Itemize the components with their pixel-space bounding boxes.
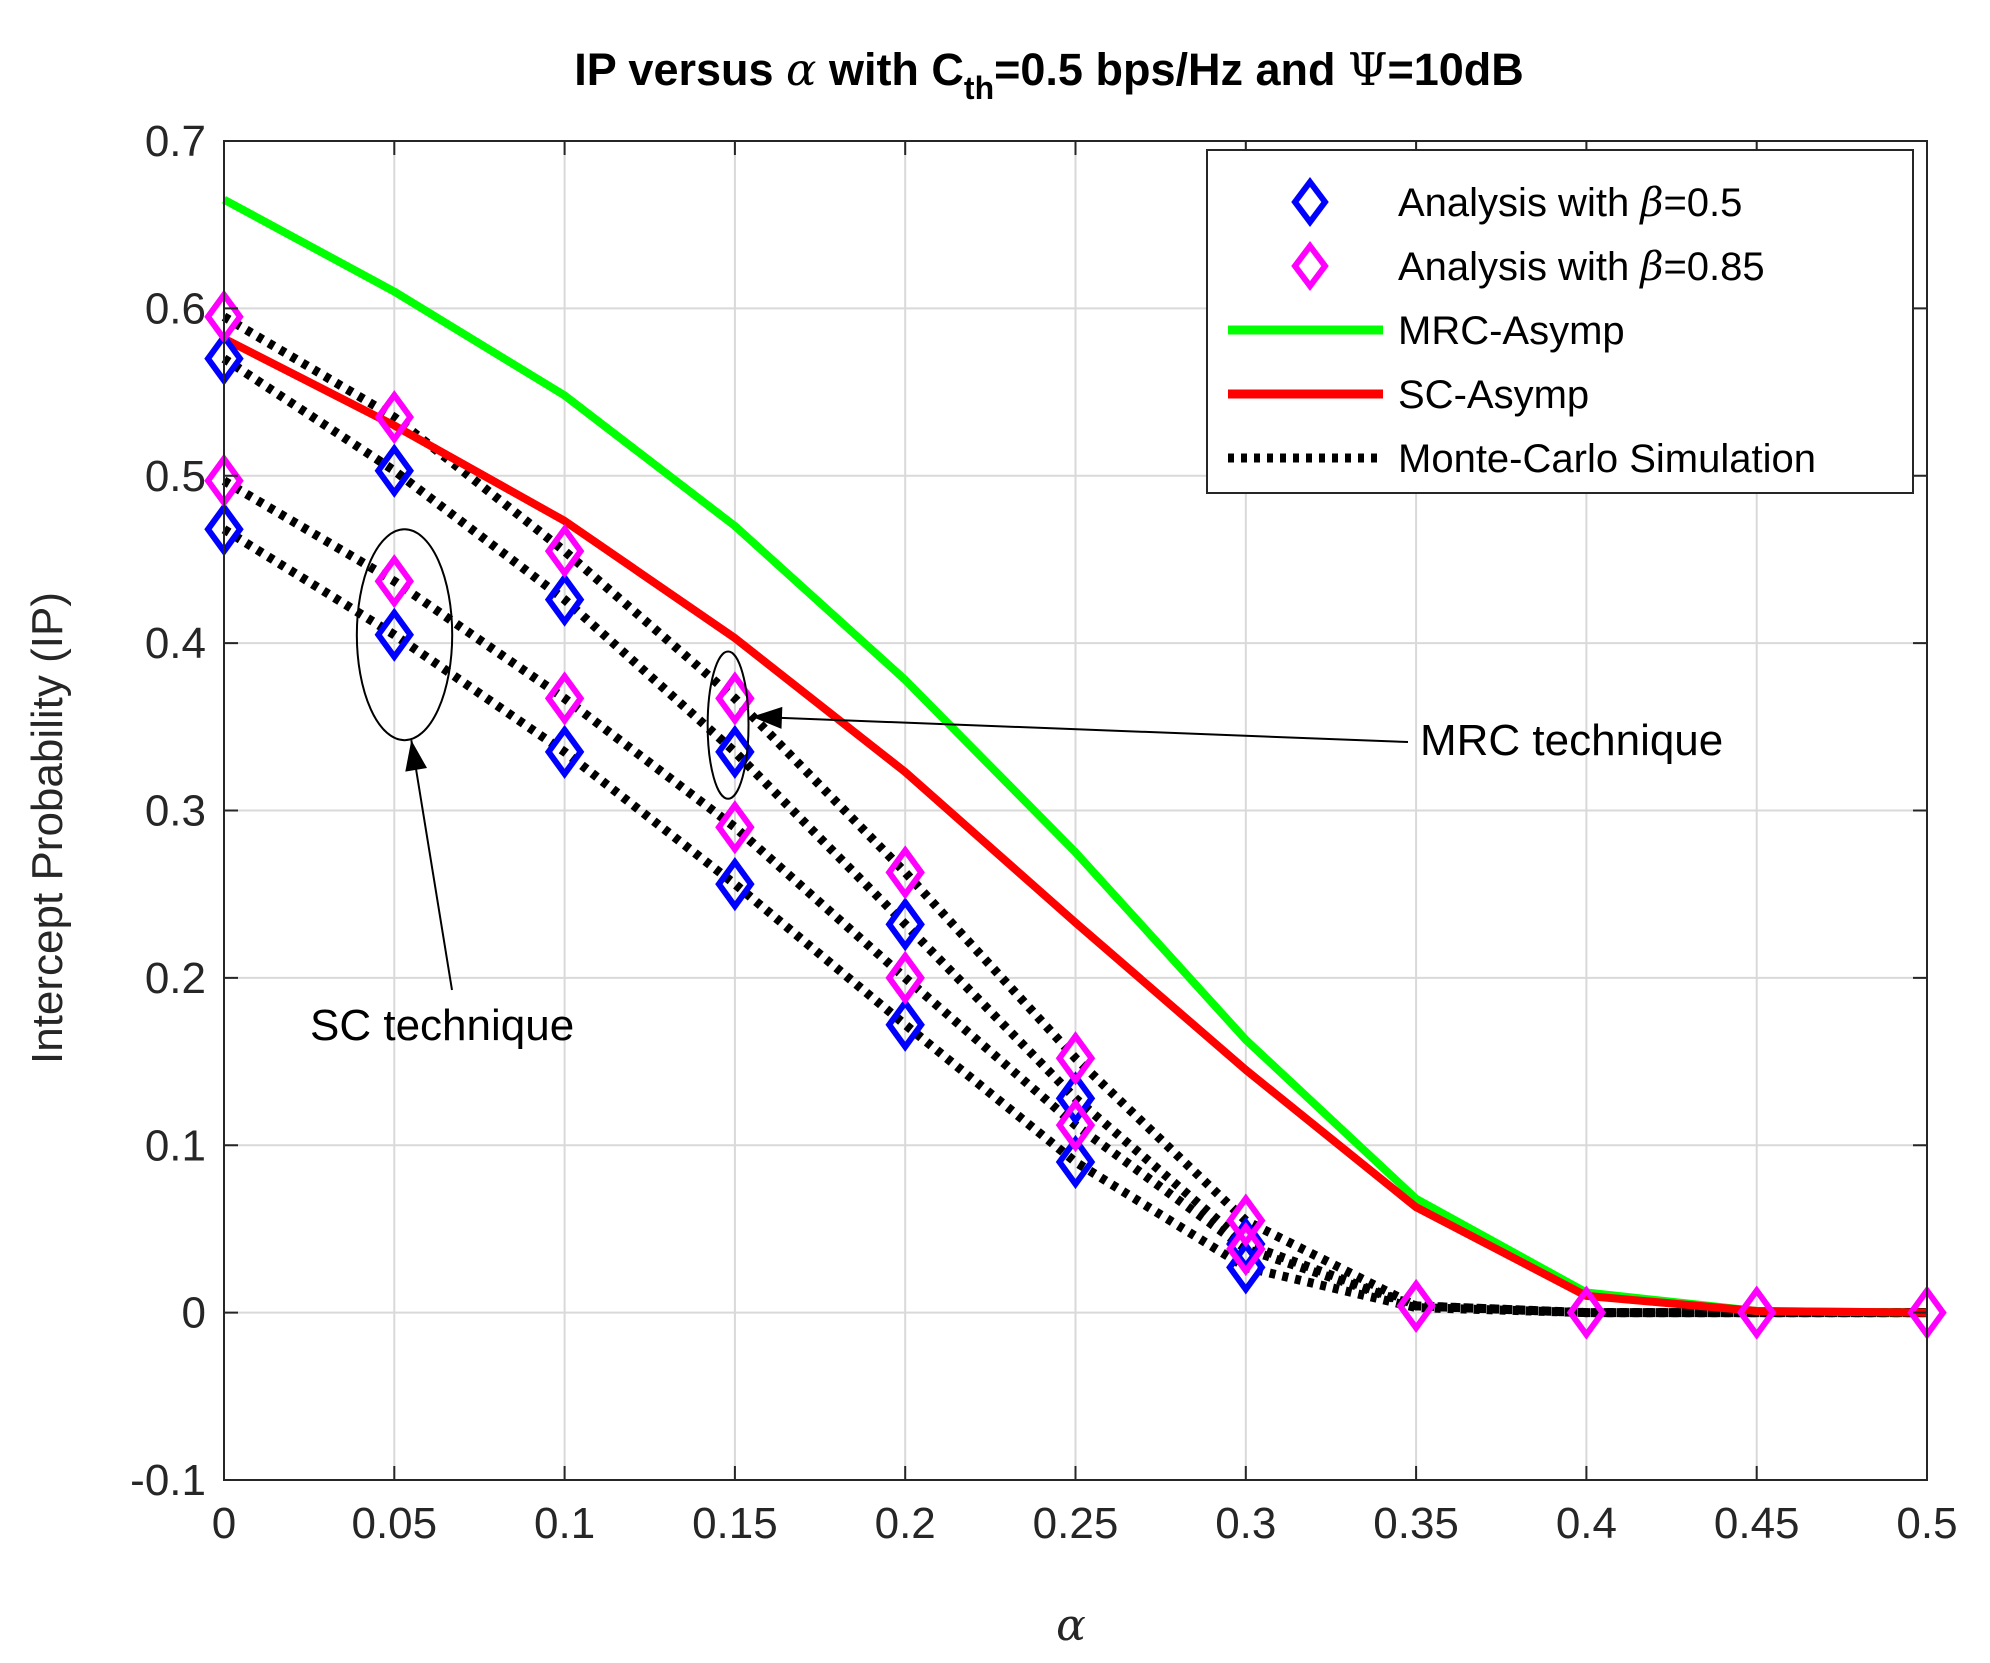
legend-label-suffix: =0.85	[1663, 245, 1764, 289]
legend-label-beta: β	[1638, 180, 1663, 226]
x-tick-label: 0.15	[692, 1499, 778, 1548]
marker-beta-0-85	[885, 845, 925, 900]
marker-beta-0-5	[544, 572, 585, 627]
marker-beta-0-5	[715, 724, 755, 780]
marker-beta-0-85	[715, 800, 755, 855]
legend-label-suffix: =0.5	[1663, 181, 1742, 225]
marker-beta-0-85	[1396, 1278, 1436, 1334]
x-tick-label: 0.35	[1373, 1499, 1459, 1548]
marker-beta-0-85	[544, 523, 585, 579]
chart-title: IP versus α with Cth=0.5 bps/Hz and Ψ=10…	[574, 43, 1524, 106]
y-tick-label: 0.2	[145, 954, 206, 1003]
mrc-ellipse	[706, 650, 750, 800]
marker-beta-0-85	[374, 390, 415, 445]
x-axis-label: α	[1056, 1600, 1086, 1651]
sc-asymp-line	[222, 334, 1928, 1317]
simulation-line	[221, 312, 1927, 1318]
y-tick-label: 0.6	[145, 284, 206, 333]
x-tick-label: 0.45	[1714, 1499, 1800, 1548]
marker-beta-0-85	[1226, 1221, 1266, 1277]
y-tick-label: 0.5	[145, 452, 206, 501]
marker-beta-0-85	[885, 950, 925, 1005]
marker-beta-0-85	[374, 554, 415, 609]
chart-title-psi: Ψ	[1348, 43, 1387, 96]
chart-title-rest: =0.5 bps/Hz and	[994, 44, 1348, 95]
simulation-line	[221, 525, 1927, 1318]
marker-beta-0-85	[1566, 1285, 1607, 1340]
legend-label-prefix: Analysis with	[1398, 245, 1640, 289]
chart-title-alpha: α	[786, 43, 816, 96]
marker-beta-0-5	[885, 897, 925, 952]
legend-label: Analysis with β=0.85	[1398, 244, 1765, 290]
plot-area	[204, 196, 1947, 1340]
x-tick-label: 0	[212, 1499, 236, 1548]
x-tick-label: 0.05	[351, 1499, 437, 1548]
x-tick-label: 0.25	[1033, 1499, 1119, 1548]
legend-label: Analysis with β=0.5	[1398, 180, 1742, 226]
mrc-annotation-text: MRC technique	[1420, 716, 1723, 765]
x-tick-label: 0.5	[1896, 1499, 1957, 1548]
annotations: SC technique MRC technique	[310, 528, 1723, 1050]
mrc-arrow-line	[751, 715, 1409, 743]
marker-beta-0-85	[544, 671, 585, 726]
mrc-arrow-head	[751, 706, 783, 729]
y-tick-label: 0.1	[145, 1121, 206, 1170]
sc-ellipse	[355, 528, 454, 742]
marker-beta-0-85	[1055, 1098, 1096, 1153]
chart-title-prefix: IP versus	[574, 44, 786, 95]
marker-beta-0-5	[544, 724, 585, 780]
legend-label-prefix: Analysis with	[1398, 181, 1640, 225]
y-tick-label: 0.4	[145, 619, 206, 668]
y-tick-label: -0.1	[130, 1456, 206, 1505]
legend-marker-beta-0-5	[1291, 177, 1329, 227]
marker-beta-0-5	[885, 997, 925, 1052]
chart-title-subscript: th	[964, 70, 994, 106]
y-tick-label: 0.3	[145, 787, 206, 836]
marker-beta-0-5	[374, 443, 415, 498]
marker-beta-0-85	[1226, 1193, 1266, 1248]
x-tick-label: 0.3	[1215, 1499, 1276, 1548]
marker-beta-0-85	[1736, 1285, 1777, 1340]
sc-annotation-text: SC technique	[310, 1001, 574, 1050]
legend-label: MRC-Asymp	[1398, 309, 1625, 353]
x-tick-label: 0.2	[875, 1499, 936, 1548]
chart-title-suffix: =10dB	[1387, 44, 1523, 95]
marker-beta-0-85	[1055, 1031, 1096, 1086]
legend-label-beta: β	[1638, 244, 1663, 290]
marker-beta-0-5	[374, 607, 415, 662]
x-tick-label: 0.4	[1556, 1499, 1617, 1548]
sc-arrow-head	[405, 740, 428, 772]
x-tick-label: 0.1	[534, 1499, 595, 1548]
y-tick-label: 0	[182, 1289, 206, 1338]
sc-arrow-line	[410, 740, 453, 991]
legend-label: SC-Asymp	[1398, 373, 1589, 417]
marker-beta-0-5	[715, 857, 755, 912]
legend-label: Monte-Carlo Simulation	[1398, 437, 1816, 481]
legend-marker-beta-0-85	[1291, 241, 1329, 291]
chart-title-mid: with C	[816, 44, 963, 95]
axes: 0 0.05 0.1 0.15 0.2 0.25 0.3 0.35 0.4 0.45 0.5 -0.1…	[130, 117, 1957, 1548]
y-tick-label: 0.7	[145, 117, 206, 166]
marker-beta-0-5	[1055, 1134, 1096, 1190]
legend-box	[1206, 149, 1914, 494]
y-axis-label: Intercept Probability (IP)	[23, 592, 72, 1064]
marker-beta-0-5	[1055, 1071, 1096, 1126]
